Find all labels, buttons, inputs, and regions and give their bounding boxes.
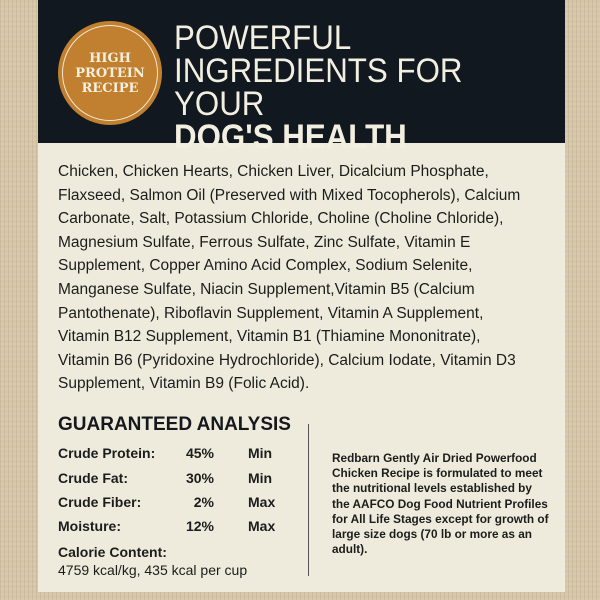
ingredient-line: Supplement, Copper Amino Acid Complex, S…	[58, 257, 473, 275]
ingredients-list: Chicken, Chicken Hearts, Chicken Liver, …	[58, 160, 558, 396]
row-label: Crude Protein:	[58, 445, 156, 461]
row-label: Crude Fiber:	[58, 494, 142, 510]
title-line-3: DOG'S HEALTH	[174, 118, 407, 156]
high-protein-badge: HIGH PROTEIN RECIPE	[58, 21, 162, 125]
ingredient-line: Vitamin B6 (Pyridoxine Hydrochloride), C…	[58, 351, 516, 369]
header-banner: HIGH PROTEIN RECIPE POWERFUL INGREDIENTS…	[38, 0, 565, 154]
analysis-row: Crude Fat: 30% Min	[58, 470, 288, 490]
row-label: Crude Fat:	[58, 470, 128, 486]
ingredient-line: Chicken, Chicken Hearts, Chicken Liver, …	[58, 163, 489, 180]
ingredient-line: Pantothenate), Riboflavin Supplement, Vi…	[58, 304, 484, 322]
row-value: 30%	[185, 470, 214, 486]
row-unit: Min	[248, 445, 273, 461]
page-title: POWERFUL INGREDIENTS FOR YOUR DOG'S HEAL…	[174, 19, 534, 156]
row-label: Moisture:	[58, 518, 121, 534]
row-value: 2%	[193, 494, 214, 510]
calorie-content: Calorie Content: 4759 kcal/kg, 435 kcal …	[58, 543, 247, 579]
label-panel: HIGH PROTEIN RECIPE POWERFUL INGREDIENTS…	[38, 0, 565, 592]
title-line-1: POWERFUL	[174, 19, 352, 57]
analysis-heading: GUARANTEED ANALYSIS	[58, 414, 291, 435]
ingredient-line: Magnesium Sulfate, Ferrous Sulfate, Zinc…	[58, 233, 471, 251]
divider	[308, 424, 309, 576]
row-unit: Max	[248, 518, 276, 534]
row-unit: Max	[248, 494, 276, 510]
aafco-statement: Redbarn Gently Air Dried Powerfood Chick…	[332, 451, 549, 557]
row-value: 45%	[185, 445, 214, 461]
analysis-row: Crude Protein: 45% Min	[58, 445, 288, 465]
ingredient-line: Supplement, Vitamin B9 (Folic Acid).	[58, 375, 310, 393]
analysis-row: Moisture: 12% Max	[58, 518, 288, 538]
badge-text: HIGH PROTEIN RECIPE	[75, 50, 145, 96]
title-line-2: INGREDIENTS FOR YOUR	[174, 52, 463, 123]
ingredient-line: Flaxseed, Salmon Oil (Preserved with Mix…	[58, 186, 521, 204]
calorie-label: Calorie Content:	[58, 544, 167, 560]
analysis-row: Crude Fiber: 2% Max	[58, 494, 288, 514]
ingredient-line: Carbonate, Salt, Potassium Chloride, Cho…	[58, 210, 504, 228]
row-unit: Min	[248, 470, 273, 486]
ingredient-line: Vitamin B12 Supplement, Vitamin B1 (Thia…	[58, 328, 481, 346]
ingredient-line: Manganese Sulfate, Niacin Supplement,Vit…	[58, 280, 475, 298]
calorie-value: 4759 kcal/kg, 435 kcal per cup	[58, 562, 248, 578]
row-value: 12%	[185, 518, 214, 534]
